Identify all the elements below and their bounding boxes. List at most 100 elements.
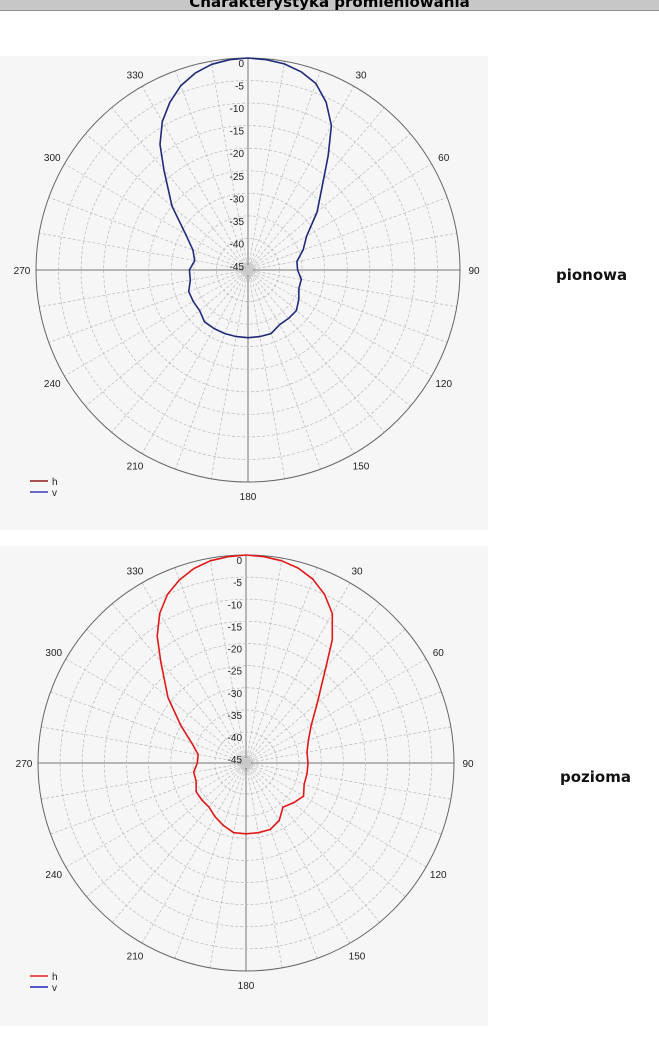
radius-gridline [103,125,393,415]
angle-tick-label: 330 [127,70,144,81]
radius-gridline [125,147,371,393]
angle-gridline [247,61,286,271]
radial-tick-label: -5 [233,578,242,589]
grid [35,57,461,483]
angle-gridline [48,197,249,271]
angle-gridline [245,691,442,764]
radius-gridline [192,709,300,817]
angle-gridline [247,70,321,271]
angle-tick-label: 90 [468,266,480,277]
radial-tick-label: -20 [228,645,243,656]
radial-tick-label: 0 [236,556,242,567]
legend: hv [30,972,58,994]
polar-plot-svg: 0-5-10-15-20-25-30-35-40-450306090120150… [16,546,474,994]
center-dot [243,265,253,275]
radial-tick-label: -25 [228,667,243,678]
radial-tick-label: -30 [228,689,243,700]
angle-gridline [247,269,457,308]
angle-gridline [86,629,247,764]
angle-tick-label: 0 [243,546,249,548]
legend-label: h [52,477,58,488]
radial-tick-label: -45 [230,262,245,273]
radius-gridline [59,576,433,950]
legend-label: h [52,972,58,983]
angle-tick-label: 240 [44,379,61,390]
angle-tick-label: 90 [462,759,474,770]
angle-gridline [64,163,249,271]
header-bar: Charakterystyka promieniowania [0,0,659,11]
angle-gridline [175,269,249,470]
radial-tick-label: -15 [228,622,243,633]
angle-gridline [85,133,249,271]
angle-gridline [174,762,247,959]
angle-tick-label: 270 [14,266,31,277]
legend-label: v [52,983,57,994]
angle-gridline [247,269,432,377]
radial-tick-label: -40 [228,733,243,744]
angle-gridline [141,86,249,271]
angle-gridline [247,269,355,454]
chart-label-vertical: pionowa [556,266,628,284]
page-title: Charakterystyka promieniowania [189,0,470,11]
angle-gridline [247,86,355,271]
polar-chart-horizontal: 0 -5 -10 -15 -20 -25 -30 -35 -40 -45 0 30 60 90 120 150… [0,546,488,1026]
angle-tick-label: 300 [44,153,61,164]
radius-gridline [193,215,303,325]
radial-tick-label: 0 [238,59,244,70]
angle-gridline [175,70,249,271]
radial-tick-label: -20 [230,149,245,160]
angle-gridline [247,232,457,271]
angle-tick-label: 150 [349,951,366,962]
polar-chart-vertical: 0-5-10-15-20-25-30-35-40-450306090120150… [0,56,488,530]
angle-gridline [111,269,249,433]
angle-gridline [247,107,385,271]
radial-tick-label: -5 [235,82,244,93]
radial-tick-label: -10 [230,104,245,115]
angle-gridline [247,269,448,343]
angle-tick-label: 180 [238,981,255,992]
radius-gridline [170,192,326,348]
series-line-v [159,57,333,339]
angle-tick-label: 180 [240,492,257,503]
series-line-h [156,554,334,835]
angle-tick-label: 210 [127,462,144,473]
angle-gridline [39,232,249,271]
chart-label-horizontal: pozioma [560,768,631,786]
angle-gridline [247,269,321,470]
radius-gridline [148,665,344,861]
angle-tick-label: 60 [433,648,445,659]
radial-tick-label: -15 [230,127,245,138]
angle-gridline [247,269,385,433]
grid [37,554,455,972]
angle-gridline [247,197,448,271]
angle-gridline [247,163,432,271]
radial-tick-label: -45 [228,755,243,766]
radius-gridline [104,621,388,905]
radial-tick-label: -30 [230,194,245,205]
radius-gridline [170,687,322,839]
radius-gridline [216,238,280,302]
polar-plot-svg: 0-5-10-15-20-25-30-35-40-450306090120150… [14,57,480,503]
angle-gridline [39,269,249,308]
radius-gridline [80,102,416,438]
angle-tick-label: 120 [435,379,452,390]
angle-tick-label: 120 [430,870,447,881]
radius-gridline [214,731,278,795]
angle-gridline [48,269,249,343]
angle-tick-label: 30 [351,567,363,578]
radial-tick-label: -40 [230,239,245,250]
center-dot [241,758,251,768]
radial-tick-label: -25 [230,172,245,183]
angle-gridline [247,133,411,271]
angle-tick-label: 300 [45,648,62,659]
angle-gridline [64,269,249,377]
radial-tick-label: -10 [228,600,243,611]
angle-tick-label: 330 [127,567,144,578]
angle-tick-label: 60 [438,153,450,164]
angle-gridline [247,269,411,407]
angle-gridline [210,269,249,479]
angle-tick-label: 150 [353,462,370,473]
legend-label: v [52,488,57,499]
radius-gridline [81,598,411,928]
angle-gridline [247,269,286,479]
